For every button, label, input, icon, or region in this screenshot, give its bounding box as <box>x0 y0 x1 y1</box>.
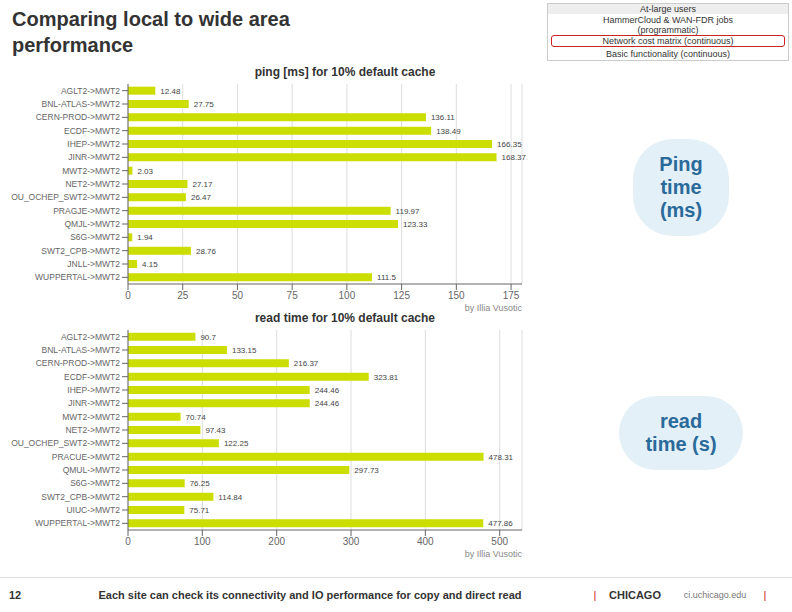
svg-text:AGLT2->MWT2: AGLT2->MWT2 <box>61 86 120 96</box>
svg-text:100: 100 <box>194 536 211 547</box>
svg-text:WUPPERTAL->MWT2: WUPPERTAL->MWT2 <box>35 272 120 282</box>
svg-text:NET2->MWT2: NET2->MWT2 <box>65 179 120 189</box>
svg-text:244.46: 244.46 <box>315 399 340 408</box>
svg-text:200: 200 <box>268 536 285 547</box>
svg-text:500: 500 <box>491 536 508 547</box>
html-text:Basic functionality (continuou: Basic functionality (continuous) <box>606 49 730 59</box>
svg-text:S6G->MWT2: S6G->MWT2 <box>70 478 120 488</box>
svg-text:0: 0 <box>125 536 131 547</box>
svg-text:297.73: 297.73 <box>354 466 379 475</box>
svg-text:MWT2->MWT2: MWT2->MWT2 <box>62 412 120 422</box>
svg-text:OU_OCHEP_SWT2->MWT2: OU_OCHEP_SWT2->MWT2 <box>11 438 120 448</box>
svg-text:400: 400 <box>417 536 434 547</box>
html-text:Comparing local to wide area p: Comparing local to wide area performance <box>12 8 290 56</box>
svg-text:27.17: 27.17 <box>192 180 213 189</box>
svg-text:477.86: 477.86 <box>488 519 513 528</box>
svg-text:JINR->MWT2: JINR->MWT2 <box>68 152 120 162</box>
svg-text:0: 0 <box>125 290 131 301</box>
svg-text:478.31: 478.31 <box>489 453 514 462</box>
svg-text:IHEP->MWT2: IHEP->MWT2 <box>67 385 120 395</box>
svg-text:S6G->MWT2: S6G->MWT2 <box>70 232 120 242</box>
svg-text:SWT2_CPB->MWT2: SWT2_CPB->MWT2 <box>41 492 120 502</box>
html-text:12: 12 <box>8 589 22 601</box>
svg-text:150: 150 <box>448 290 465 301</box>
svg-text:25: 25 <box>177 290 189 301</box>
svg-text:26.47: 26.47 <box>191 193 212 202</box>
svg-text:168.37: 168.37 <box>502 153 527 162</box>
svg-text:ECDF->MWT2: ECDF->MWT2 <box>64 372 120 382</box>
svg-text:UIUC->MWT2: UIUC->MWT2 <box>66 505 120 515</box>
html-text:Ping time (ms): Ping time (ms) <box>659 152 703 221</box>
svg-text:166.35: 166.35 <box>497 140 522 149</box>
svg-text:SWT2_CPB->MWT2: SWT2_CPB->MWT2 <box>41 246 120 256</box>
svg-text:76.25: 76.25 <box>190 479 211 488</box>
svg-text:50: 50 <box>232 290 244 301</box>
svg-text:IHEP->MWT2: IHEP->MWT2 <box>67 139 120 149</box>
svg-text:CERN-PROD->MWT2: CERN-PROD->MWT2 <box>36 112 121 122</box>
html-text:by Illia Vusotic: by Illia Vusotic <box>464 303 522 313</box>
svg-text:NET2->MWT2: NET2->MWT2 <box>65 425 120 435</box>
svg-text:138.49: 138.49 <box>436 127 461 136</box>
svg-text:BNL-ATLAS->MWT2: BNL-ATLAS->MWT2 <box>42 99 121 109</box>
svg-text:QMUL->MWT2: QMUL->MWT2 <box>63 465 121 475</box>
svg-text:114.84: 114.84 <box>218 493 242 502</box>
html-text:ci.uchicago.edu: ci.uchicago.edu <box>683 590 747 600</box>
svg-text:CERN-PROD->MWT2: CERN-PROD->MWT2 <box>36 358 121 368</box>
svg-text:111.5: 111.5 <box>377 273 396 282</box>
svg-text:300: 300 <box>343 536 360 547</box>
html-text:CHICAGO: CHICAGO <box>609 589 661 601</box>
svg-text:133.15: 133.15 <box>232 346 257 355</box>
svg-text:JNLL->MWT2: JNLL->MWT2 <box>67 259 120 269</box>
svg-text:216.37: 216.37 <box>294 359 319 368</box>
svg-text:1.94: 1.94 <box>137 233 153 242</box>
svg-text:119.97: 119.97 <box>396 207 420 216</box>
svg-text:244.46: 244.46 <box>315 386 340 395</box>
svg-text:JINR->MWT2: JINR->MWT2 <box>68 398 120 408</box>
svg-text:OU_OCHEP_SWT2->MWT2: OU_OCHEP_SWT2->MWT2 <box>11 192 120 202</box>
svg-text:12.48: 12.48 <box>160 87 181 96</box>
svg-text:90.7: 90.7 <box>200 333 216 342</box>
html-text:read time for 10% default cach: read time for 10% default cache <box>255 311 435 325</box>
svg-text:QMJL->MWT2: QMJL->MWT2 <box>65 219 121 229</box>
svg-text:PRAGJE->MWT2: PRAGJE->MWT2 <box>53 206 120 216</box>
svg-text:122.25: 122.25 <box>224 439 249 448</box>
html-text:At-large users: At-large users <box>640 4 696 14</box>
svg-text:4.15: 4.15 <box>142 260 158 269</box>
svg-text:123.33: 123.33 <box>403 220 428 229</box>
svg-text:75.71: 75.71 <box>189 506 210 515</box>
svg-text:MWT2->MWT2: MWT2->MWT2 <box>62 166 120 176</box>
svg-text:175: 175 <box>503 290 520 301</box>
html-text:HammerCloud & WAN-FDR jobs (pr: HammerCloud & WAN-FDR jobs (programmatic… <box>602 14 734 35</box>
svg-text:125: 125 <box>393 290 410 301</box>
html-text:read time (s): read time (s) <box>645 410 717 455</box>
svg-text:WUPPERTAL->MWT2: WUPPERTAL->MWT2 <box>35 518 120 528</box>
svg-text:100: 100 <box>339 290 356 301</box>
svg-text:323.81: 323.81 <box>374 373 399 382</box>
svg-text:70.74: 70.74 <box>186 413 207 422</box>
svg-text:27.75: 27.75 <box>194 100 215 109</box>
html-text:by Illia Vusotic: by Illia Vusotic <box>464 549 522 559</box>
html-text:Each site can check its connec: Each site can check its connectivity and… <box>98 589 522 601</box>
svg-text:97.43: 97.43 <box>205 426 226 435</box>
svg-text:ECDF->MWT2: ECDF->MWT2 <box>64 126 120 136</box>
svg-text:BNL-ATLAS->MWT2: BNL-ATLAS->MWT2 <box>42 345 121 355</box>
svg-text:2.03: 2.03 <box>137 167 153 176</box>
svg-text:PRACUE->MWT2: PRACUE->MWT2 <box>52 452 121 462</box>
html-text:ping [ms] for 10% default cach: ping [ms] for 10% default cache <box>254 65 436 79</box>
svg-text:28.76: 28.76 <box>196 247 217 256</box>
svg-text:136.11: 136.11 <box>431 113 455 122</box>
svg-text:75: 75 <box>287 290 299 301</box>
svg-text:AGLT2->MWT2: AGLT2->MWT2 <box>61 332 120 342</box>
html-text:Network cost matrix (continuou: Network cost matrix (continuous) <box>602 36 734 47</box>
